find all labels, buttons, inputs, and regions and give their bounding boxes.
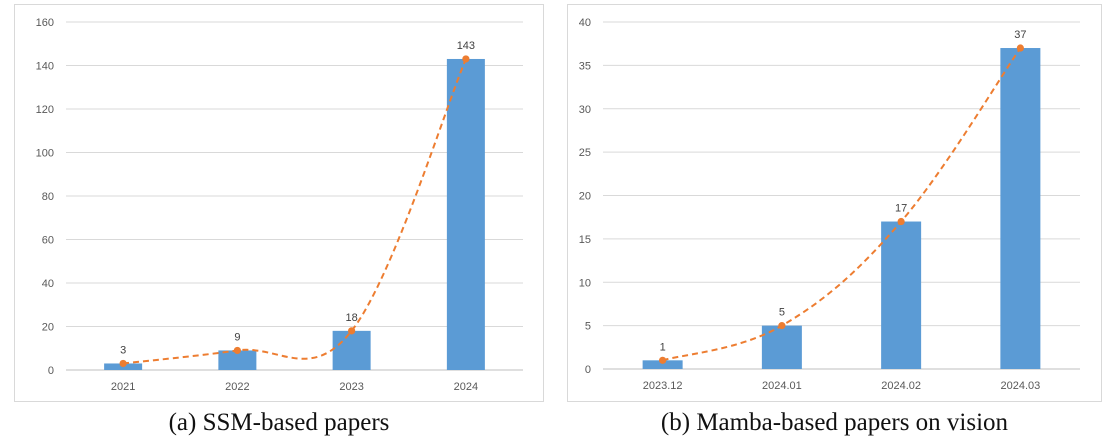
bar <box>332 330 371 370</box>
y-tick-label: 0 <box>48 365 54 377</box>
y-tick-label: 80 <box>42 191 54 203</box>
x-tick-label: 2024 <box>454 381 478 393</box>
y-tick-label: 15 <box>579 234 591 246</box>
y-tick-label: 30 <box>579 104 591 116</box>
y-tick-label: 20 <box>42 322 54 334</box>
x-tick-label: 2024.01 <box>762 380 802 392</box>
bar <box>761 325 802 369</box>
bar <box>881 221 922 369</box>
y-tick-label: 100 <box>36 148 54 160</box>
x-tick-label: 2023.12 <box>643 380 683 392</box>
line-marker <box>1016 44 1024 52</box>
data-label: 1 <box>660 341 666 353</box>
data-label: 143 <box>457 40 475 52</box>
chart-b-caption: (b) Mamba-based papers on vision <box>660 409 1009 436</box>
data-label: 5 <box>779 307 785 319</box>
x-tick-label: 2024.02 <box>881 380 921 392</box>
y-tick-label: 0 <box>585 364 591 376</box>
line-marker <box>897 217 905 226</box>
y-tick-label: 60 <box>42 235 54 247</box>
trend-line <box>123 58 467 365</box>
data-label: 3 <box>120 344 126 356</box>
x-tick-label: 2024.03 <box>1000 380 1040 392</box>
data-label: 18 <box>346 312 358 324</box>
line-marker <box>348 327 356 335</box>
x-tick-label: 2021 <box>111 381 135 393</box>
line-marker <box>233 346 241 355</box>
x-tick-label: 2023 <box>339 381 363 393</box>
y-tick-label: 140 <box>36 61 54 73</box>
bar <box>446 58 485 370</box>
y-tick-label: 5 <box>585 321 591 333</box>
y-tick-label: 40 <box>579 17 591 29</box>
data-label: 17 <box>895 203 907 215</box>
chart-panel-b: 0 5 10 15 20 25 30 35 40 2023.12 2024.01 2024.02 202… <box>567 4 1102 402</box>
y-tick-label: 40 <box>42 278 54 290</box>
y-tick-label: 35 <box>579 60 591 72</box>
chart-panel-a: 0 20 40 60 80 100 120 140 160 2021 2022 2023 2024 3 9 1… <box>14 4 544 402</box>
data-label: 9 <box>234 331 240 343</box>
y-tick-label: 25 <box>579 147 591 159</box>
y-tick-label: 10 <box>579 277 591 289</box>
data-label: 37 <box>1014 29 1026 41</box>
line-marker <box>659 356 667 364</box>
bar <box>218 350 257 370</box>
trend-line <box>662 47 1022 362</box>
y-tick-label: 20 <box>579 191 591 203</box>
line-marker <box>119 359 127 368</box>
y-tick-label: 160 <box>36 17 54 29</box>
line-marker <box>778 322 786 330</box>
y-tick-label: 120 <box>36 104 54 116</box>
bar <box>642 360 683 369</box>
chart-a-svg: 0 20 40 60 80 100 120 140 160 2021 2022 2023 2024 3 9 1… <box>36 17 523 393</box>
chart-a-caption: (a) SSM-based papers <box>168 409 390 436</box>
line-marker <box>462 55 470 63</box>
x-tick-label: 2022 <box>225 381 249 393</box>
bar <box>1000 48 1041 370</box>
